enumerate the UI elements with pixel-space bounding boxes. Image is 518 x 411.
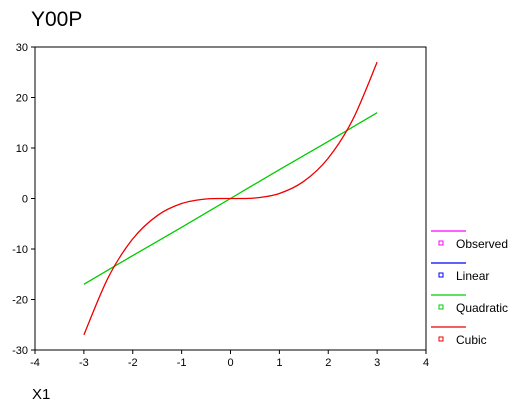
x-tick-label: -1 <box>177 357 187 369</box>
x-tick-label: 4 <box>423 357 429 369</box>
x-tick-label: -3 <box>79 357 89 369</box>
y-tick-label: 20 <box>16 93 28 105</box>
series-line-cubic <box>83 61 378 336</box>
y-tick-label: 10 <box>16 143 28 155</box>
y-tick-label: 0 <box>22 194 28 206</box>
x-tick-label: -4 <box>30 357 40 369</box>
legend-label-quadratic: Quadratic <box>456 301 508 315</box>
y-tick-label: 30 <box>16 42 28 54</box>
y-tick-label: -20 <box>12 295 28 307</box>
x-axis-label: X1 <box>32 386 51 403</box>
x-tick-label: -2 <box>128 357 138 369</box>
legend: Observed Linear Quadratic Cubic <box>431 230 508 347</box>
legend-marker-quadratic <box>438 304 444 310</box>
chart-title: Y00P <box>31 8 83 31</box>
legend-marker-observed <box>438 240 444 246</box>
y-tick-label: -10 <box>12 244 28 256</box>
legend-label-cubic: Cubic <box>456 333 487 347</box>
plot-area <box>83 61 378 336</box>
x-tick-label: 0 <box>227 357 233 369</box>
legend-label-linear: Linear <box>456 269 489 283</box>
x-tick-label: 3 <box>374 357 380 369</box>
x-tick-label: 1 <box>276 357 282 369</box>
y-tick-label: -30 <box>12 345 28 357</box>
x-tick-label: 2 <box>325 357 331 369</box>
legend-marker-linear <box>438 272 444 278</box>
legend-label-observed: Observed <box>456 237 508 251</box>
legend-marker-cubic <box>438 336 444 342</box>
